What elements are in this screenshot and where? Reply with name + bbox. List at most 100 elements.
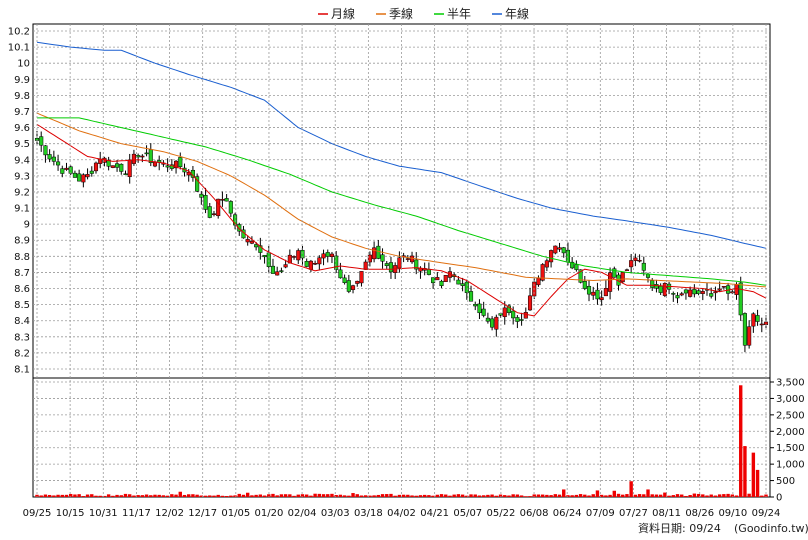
candle-body (730, 291, 735, 294)
candle-body (376, 245, 381, 259)
volume-bar (229, 495, 233, 497)
candle-body (511, 310, 516, 319)
data-date-label: 資料日期: 09/24 (638, 521, 721, 535)
volume-bar (81, 496, 86, 497)
candle-body (329, 253, 335, 257)
candle-body (81, 174, 86, 183)
volume-bar (60, 494, 64, 497)
candle-body (734, 284, 739, 295)
candle-body (612, 268, 617, 278)
volume-bar (203, 495, 208, 497)
candle-body (64, 167, 69, 170)
data-source-label: (Goodinfo.tw) (734, 522, 808, 535)
candle-body (43, 145, 48, 156)
volume-bar (469, 494, 473, 497)
candle-body (595, 289, 600, 300)
volume-bar (385, 494, 389, 497)
volume-bar (136, 495, 140, 497)
x-tick-label: 09/24 (752, 508, 781, 519)
volume-bar (684, 495, 688, 497)
candle-body (578, 269, 583, 283)
x-tick-label: 03/03 (321, 508, 350, 519)
candle-body (359, 271, 364, 284)
candle-body (662, 282, 667, 296)
candle-body (127, 159, 132, 178)
volume-bar (667, 495, 671, 497)
price-tick-label: 9.4 (14, 155, 30, 166)
volume-bar (465, 495, 469, 497)
volume-bar (224, 495, 229, 497)
candle-body (473, 303, 478, 307)
candle-body (536, 278, 541, 286)
volume-bar (494, 495, 499, 497)
candle-body (742, 313, 747, 346)
volume-bar (161, 495, 166, 497)
volume-bar (363, 495, 368, 497)
volume-bar (186, 494, 191, 497)
volume-bar (435, 494, 440, 497)
candle-body (89, 170, 94, 174)
candle-body (477, 303, 482, 314)
volume-bar (347, 495, 351, 497)
candle-body (291, 256, 297, 258)
volume-bar (692, 493, 697, 497)
candle-body (363, 261, 368, 270)
volume-bar (422, 494, 427, 497)
volume-bar (52, 495, 56, 497)
candle-body (304, 261, 309, 267)
volume-bar (726, 493, 730, 497)
candle-body (603, 288, 608, 297)
volume-bar (359, 495, 364, 497)
candle-body (654, 284, 659, 289)
volume-bar (258, 494, 263, 497)
volume-bar (174, 494, 178, 497)
candle-body (751, 313, 756, 327)
volume-bar (77, 494, 81, 497)
volume-bar (696, 493, 701, 497)
candle-body (372, 247, 377, 260)
volume-bar (351, 493, 355, 497)
volume-bar (654, 494, 659, 497)
candle-body (599, 297, 604, 301)
price-tick-label: 10 (17, 59, 30, 70)
volume-bar (616, 493, 621, 497)
x-tick-label: 08/26 (685, 508, 714, 519)
candle-body (645, 274, 651, 278)
candle-body (553, 245, 558, 254)
candle-body (93, 162, 99, 172)
x-tick-label: 12/02 (155, 508, 184, 519)
price-tick-label: 9.8 (14, 91, 30, 102)
candle-body (490, 318, 495, 328)
volume-bar (292, 495, 296, 497)
candle-body (325, 252, 330, 257)
candle-body (119, 163, 124, 172)
candle-body (313, 262, 318, 265)
volume-bar (532, 494, 536, 497)
volume-bar (220, 495, 225, 497)
price-tick-label: 8.5 (14, 300, 30, 311)
volume-bar (418, 495, 423, 497)
volume-bar (734, 495, 739, 497)
candle-body (540, 264, 545, 281)
volume-bar (355, 494, 359, 497)
candle-body (502, 307, 507, 318)
volume-bar (334, 494, 338, 497)
volume-bar (629, 481, 633, 497)
candle-body (195, 176, 200, 192)
volume-bar (658, 494, 663, 497)
x-tick-label: 02/04 (288, 508, 317, 519)
candle-body (199, 193, 204, 198)
candle-body (591, 291, 596, 296)
candle-body (658, 285, 663, 293)
volume-bar (743, 446, 747, 497)
volume-bar (237, 493, 241, 497)
volume-bar (47, 494, 52, 497)
volume-bar (717, 494, 722, 497)
volume-bar (69, 493, 73, 497)
price-tick-label: 10.2 (8, 27, 30, 38)
candle-body (233, 214, 238, 226)
price-tick-label: 8.2 (14, 348, 30, 359)
volume-bar (102, 495, 107, 497)
volume-bar (401, 494, 406, 497)
x-tick-label: 11/17 (122, 508, 151, 519)
